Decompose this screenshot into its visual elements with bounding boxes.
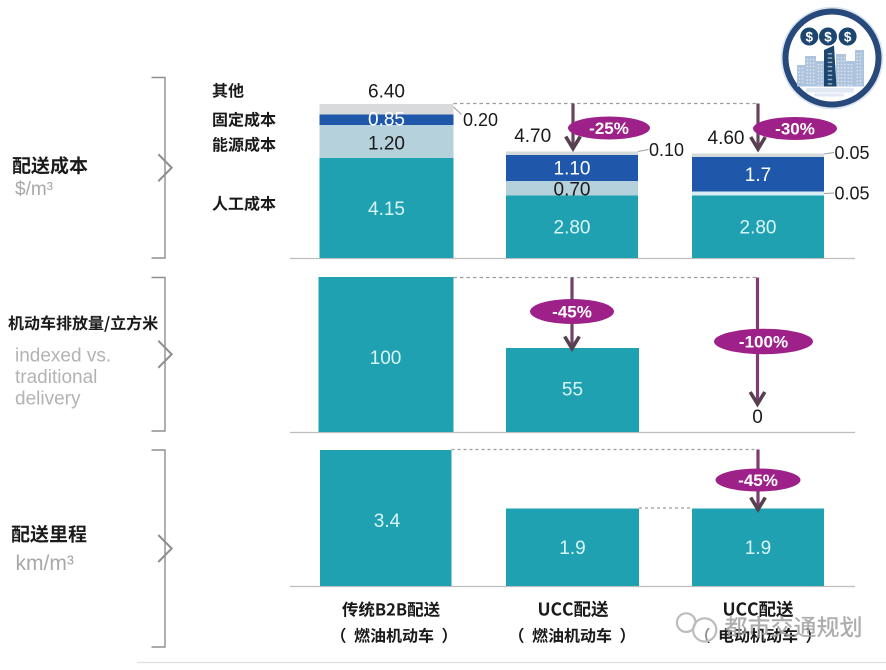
svg-text:0: 0 xyxy=(752,407,763,428)
svg-text:-45%: -45% xyxy=(738,471,778,490)
svg-text:-45%: -45% xyxy=(552,303,592,322)
svg-text:delivery: delivery xyxy=(15,389,81,410)
svg-text:2.80: 2.80 xyxy=(740,217,777,238)
svg-text:indexed vs.: indexed vs. xyxy=(15,346,111,367)
svg-text:$: $ xyxy=(844,29,852,44)
svg-text:55: 55 xyxy=(562,379,583,400)
svg-text:4.70: 4.70 xyxy=(514,126,551,147)
svg-text:0.70: 0.70 xyxy=(554,179,591,200)
svg-text:0.05: 0.05 xyxy=(835,143,870,163)
svg-text:$: $ xyxy=(806,29,814,44)
svg-text:2.80: 2.80 xyxy=(554,217,591,238)
svg-text:0.05: 0.05 xyxy=(835,183,870,203)
svg-text:0.85: 0.85 xyxy=(368,109,405,130)
svg-text:0.20: 0.20 xyxy=(463,110,498,130)
svg-text:4.60: 4.60 xyxy=(708,128,745,149)
svg-text:3.4: 3.4 xyxy=(374,511,401,532)
svg-text:1.9: 1.9 xyxy=(559,538,585,559)
svg-text:-100%: -100% xyxy=(739,333,788,352)
svg-text:traditional: traditional xyxy=(15,367,97,388)
svg-text:$: $ xyxy=(824,29,832,44)
svg-text:1.7: 1.7 xyxy=(745,165,771,186)
svg-text:-25%: -25% xyxy=(589,119,629,138)
svg-text:-30%: -30% xyxy=(775,120,815,139)
svg-text:1.10: 1.10 xyxy=(554,158,591,179)
svg-text:1.20: 1.20 xyxy=(368,133,405,154)
svg-text:0.10: 0.10 xyxy=(649,140,684,160)
svg-text:km/m³: km/m³ xyxy=(16,552,74,575)
svg-text:1.9: 1.9 xyxy=(745,538,771,559)
svg-text:100: 100 xyxy=(370,348,402,369)
svg-text:$/m³: $/m³ xyxy=(15,179,53,200)
svg-text:6.40: 6.40 xyxy=(368,82,405,103)
svg-text:4.15: 4.15 xyxy=(368,199,405,220)
